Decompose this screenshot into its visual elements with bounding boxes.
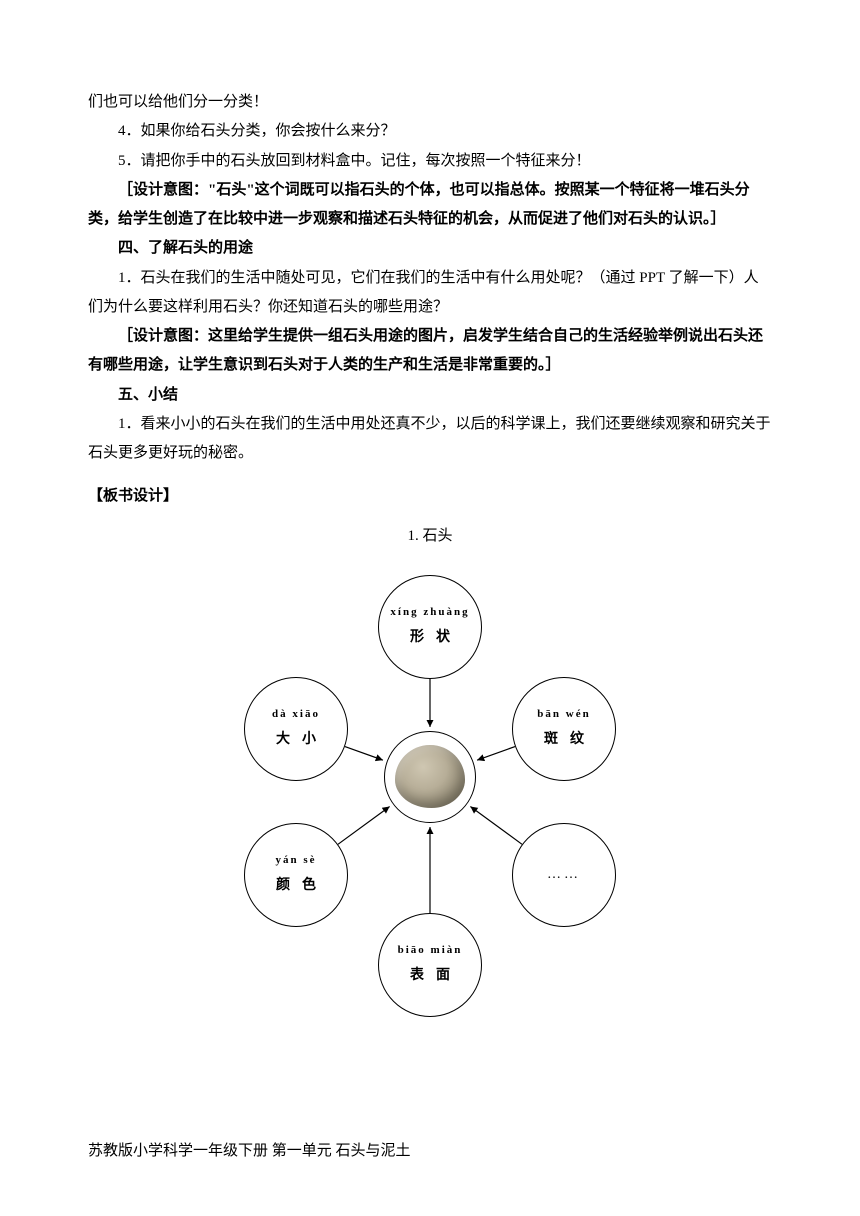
page-footer: 苏教版小学科学一年级下册 第一单元 石头与泥土 bbox=[88, 1139, 411, 1160]
para-q4: 4．如果你给石头分类，你会按什么来分？ bbox=[88, 117, 772, 146]
node-color: yán sè颜色 bbox=[244, 823, 348, 927]
node-shape-pinyin: xíng zhuàng bbox=[390, 602, 469, 623]
node-more-label: …… bbox=[547, 861, 581, 888]
document-body: 们也可以给他们分一分类！ 4．如果你给石头分类，你会按什么来分？ 5．请把你手中… bbox=[88, 88, 772, 997]
node-pattern: bān wén斑纹 bbox=[512, 677, 616, 781]
node-pattern-pinyin: bān wén bbox=[537, 704, 590, 725]
node-shape: xíng zhuàng形状 bbox=[378, 575, 482, 679]
para-s5-1: 1．看来小小的石头在我们的生活中用处还真不少，以后的科学课上，我们还要继续观察和… bbox=[88, 410, 772, 469]
node-pattern-label: 斑纹 bbox=[532, 726, 596, 753]
design-intent-1: ［设计意图："石头"这个词既可以指石头的个体，也可以指总体。按照某一个特征将一堆… bbox=[88, 176, 772, 235]
design-intent-2: ［设计意图：这里给学生提供一组石头用途的图片，启发学生结合自己的生活经验举例说出… bbox=[88, 322, 772, 381]
node-surface-label: 表面 bbox=[398, 962, 462, 989]
node-shape-label: 形状 bbox=[398, 624, 462, 651]
diagram-container: xíng zhuàng形状 dà xiāo大小 bān wén斑纹 yán sè颜色 …… bbox=[88, 557, 772, 997]
node-size: dà xiāo大小 bbox=[244, 677, 348, 781]
para-s4-1: 1．石头在我们的生活中随处可见，它们在我们的生活中有什么用处呢？（通过 PPT … bbox=[88, 264, 772, 323]
section-5: 五、小结 bbox=[88, 381, 772, 410]
board-design-heading: 【板书设计】 bbox=[88, 482, 772, 511]
node-size-pinyin: dà xiāo bbox=[272, 704, 320, 725]
section-4: 四、了解石头的用途 bbox=[88, 234, 772, 263]
node-size-label: 大小 bbox=[264, 726, 328, 753]
node-color-pinyin: yán sè bbox=[275, 850, 316, 871]
node-surface: biāo miàn表面 bbox=[378, 913, 482, 1017]
center-stone-node bbox=[384, 731, 476, 823]
para-q5: 5．请把你手中的石头放回到材料盒中。记住，每次按照一个特征来分！ bbox=[88, 147, 772, 176]
node-color-label: 颜色 bbox=[264, 872, 328, 899]
stone-icon bbox=[395, 745, 465, 808]
node-surface-pinyin: biāo miàn bbox=[398, 940, 463, 961]
diagram-title: 1. 石头 bbox=[88, 522, 772, 551]
node-more: …… bbox=[512, 823, 616, 927]
stone-concept-map: xíng zhuàng形状 dà xiāo大小 bān wén斑纹 yán sè颜色 …… bbox=[210, 557, 650, 997]
para-cont: 们也可以给他们分一分类！ bbox=[88, 88, 772, 117]
